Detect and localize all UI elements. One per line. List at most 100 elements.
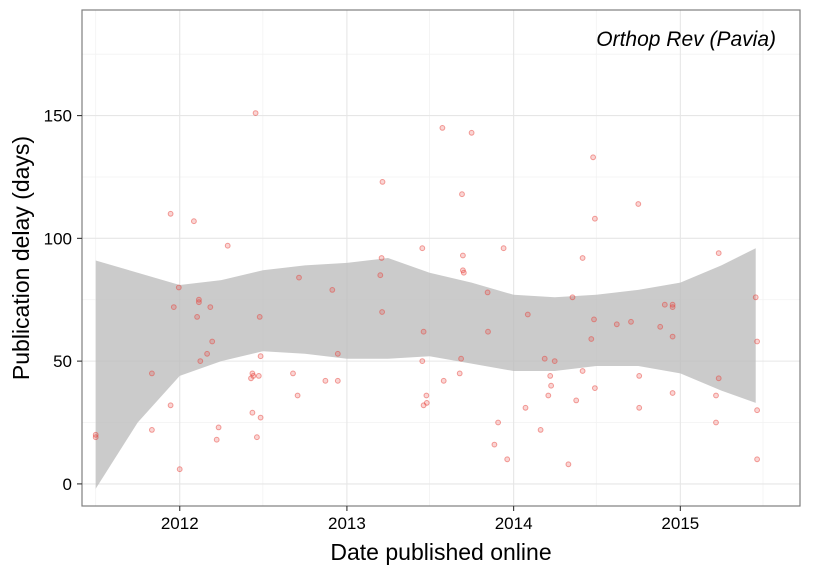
data-point: [545, 392, 552, 399]
data-point: [419, 358, 426, 365]
data-point: [149, 370, 155, 377]
confidence-band-layer: [95, 248, 756, 489]
data-point: [149, 427, 155, 433]
data-point: [460, 252, 466, 259]
data-point: [334, 377, 341, 384]
data-point: [456, 370, 463, 377]
points-layer: [92, 110, 760, 473]
data-point: [423, 392, 430, 399]
data-point: [250, 373, 257, 379]
data-point: [636, 404, 643, 411]
data-point: [419, 245, 426, 252]
data-point: [754, 407, 760, 414]
data-point: [628, 318, 634, 325]
x-tick-label: 2013: [328, 514, 366, 533]
data-point: [322, 377, 329, 384]
data-point: [661, 301, 668, 308]
data-point: [715, 250, 722, 257]
x-tick-label: 2015: [661, 514, 699, 533]
data-point: [752, 294, 759, 301]
y-tick-label: 50: [53, 352, 72, 371]
data-point: [167, 402, 174, 409]
data-point: [754, 456, 760, 463]
y-axis-label: Publication delay (days): [8, 136, 34, 380]
data-point: [257, 414, 264, 421]
data-point: [754, 338, 760, 345]
data-point: [440, 377, 447, 384]
plot-border: [81, 9, 801, 507]
data-point: [175, 284, 182, 291]
data-point: [713, 419, 719, 426]
data-point: [254, 434, 260, 441]
data-point: [669, 304, 676, 311]
data-point: [551, 358, 558, 365]
data-point: [569, 294, 576, 301]
data-point: [176, 466, 183, 473]
data-point: [484, 289, 491, 296]
data-point: [468, 129, 475, 136]
data-point: [579, 368, 586, 374]
data-point: [290, 370, 296, 377]
data-point: [669, 333, 676, 340]
data-point: [547, 373, 554, 379]
data-point: [197, 358, 204, 365]
data-point: [92, 434, 99, 441]
data-point: [167, 210, 174, 217]
confidence-band: [95, 248, 756, 489]
data-point: [215, 424, 222, 431]
data-point: [541, 355, 548, 362]
journal-annotation: Orthop Rev (Pavia): [596, 28, 776, 51]
data-point: [495, 419, 502, 426]
data-point: [636, 373, 643, 379]
y-tick-label: 0: [63, 475, 72, 494]
data-point: [256, 314, 263, 320]
data-point: [491, 441, 498, 448]
data-point: [500, 245, 507, 252]
data-point: [613, 321, 620, 328]
data-point: [204, 350, 211, 357]
data-point: [591, 316, 597, 323]
data-point: [213, 436, 220, 443]
data-point: [588, 336, 595, 342]
data-point: [334, 350, 341, 357]
data-point: [209, 338, 216, 345]
data-point: [524, 311, 531, 318]
data-point: [194, 314, 201, 320]
data-point: [296, 274, 302, 281]
data-point: [485, 328, 491, 335]
data-point: [504, 456, 511, 463]
data-point: [537, 427, 544, 433]
data-point: [207, 304, 214, 311]
data-point: [460, 269, 467, 276]
data-point: [657, 323, 664, 330]
data-point: [423, 400, 430, 406]
data-point: [255, 373, 262, 379]
data-point: [548, 382, 554, 389]
data-point: [420, 328, 427, 335]
data-point: [329, 287, 336, 293]
plot-background: [82, 10, 800, 506]
data-point: [439, 125, 446, 131]
data-point: [379, 179, 386, 185]
data-point: [592, 385, 598, 392]
data-point: [294, 392, 301, 399]
data-point: [170, 304, 177, 311]
axis-layer: 2012 2013 2014 2015 0 50 100 150: [44, 107, 700, 533]
data-point: [715, 375, 722, 382]
data-point: [377, 272, 384, 279]
data-point: [459, 191, 465, 198]
data-point: [252, 110, 259, 116]
data-point: [249, 409, 256, 416]
data-point: [196, 299, 202, 306]
y-tick-label: 100: [44, 229, 72, 248]
data-point: [378, 255, 385, 261]
data-point: [458, 355, 465, 362]
x-tick-label: 2014: [495, 514, 533, 533]
data-point: [522, 404, 529, 411]
data-point: [669, 390, 676, 396]
y-tick-label: 150: [44, 107, 72, 126]
x-tick-label: 2012: [161, 514, 199, 533]
grid-layer: [82, 10, 800, 506]
